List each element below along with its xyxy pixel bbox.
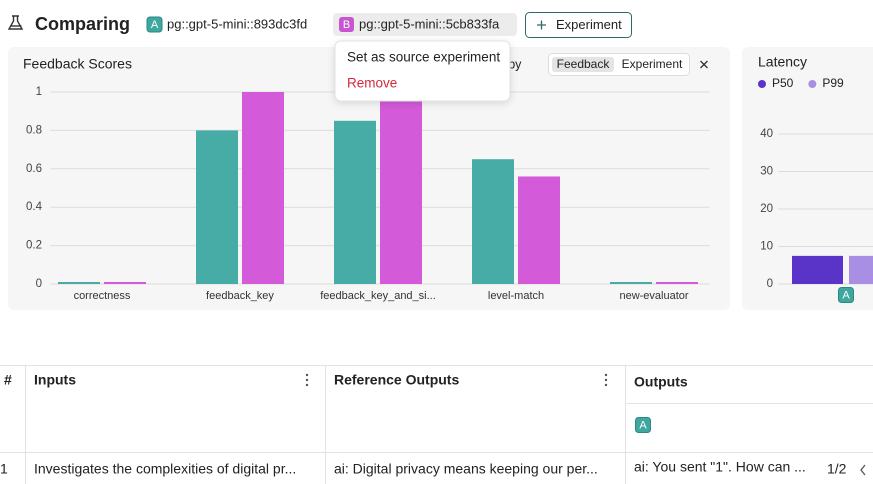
- y-tick-label: 0: [36, 278, 42, 290]
- bar: [334, 120, 376, 284]
- plus-icon: [537, 20, 546, 30]
- badge-label: A: [639, 419, 647, 431]
- y-tick-label: 0: [767, 278, 773, 290]
- toggle-option[interactable]: Feedback: [557, 57, 611, 71]
- y-tick-label: 0.8: [26, 124, 42, 136]
- y-tick-label: 10: [760, 241, 773, 253]
- add-experiment-button[interactable]: [525, 12, 632, 38]
- toggle-selected: [552, 57, 614, 72]
- kebab-icon[interactable]: [604, 373, 608, 387]
- y-tick-label: 20: [760, 203, 773, 215]
- x-tick-label: feedback_key_and_si...: [320, 290, 436, 302]
- cell[interactable]: ai: Digital privacy means keeping our pe…: [334, 461, 598, 477]
- y-tick-label: 0.2: [26, 240, 42, 252]
- close-icon[interactable]: [700, 60, 708, 69]
- x-tick-label: level-match: [488, 290, 544, 302]
- x-tick-label: new-evaluator: [619, 290, 688, 302]
- legend-label: P50: [772, 76, 794, 90]
- page-title: Comparing: [35, 14, 130, 34]
- y-tick-label: 0.4: [26, 201, 43, 213]
- toggle-option[interactable]: Experiment: [622, 57, 683, 71]
- bar: [242, 92, 284, 284]
- prev-icon[interactable]: [860, 464, 866, 476]
- button-label: Experiment: [556, 17, 622, 32]
- bar: [656, 282, 698, 284]
- legend-swatch: [758, 80, 766, 88]
- table-grid: [0, 365, 873, 484]
- bar: [472, 159, 514, 284]
- experiment-name[interactable]: pg::gpt-5-mini::893dc3fd: [167, 16, 307, 31]
- context-menu: [334, 40, 511, 102]
- pagination: 1/2: [827, 461, 847, 477]
- badge: [838, 287, 854, 303]
- chart-panel: [742, 47, 873, 310]
- y-tick-label: 1: [36, 86, 42, 98]
- badge: [146, 16, 163, 33]
- bar: [104, 282, 146, 284]
- bar: [610, 282, 652, 284]
- column-header: #: [4, 372, 12, 388]
- experiment-name[interactable]: pg::gpt-5-mini::5cb833fa: [359, 16, 500, 31]
- cell[interactable]: Investigates the complexities of digital…: [34, 461, 296, 477]
- badge: [635, 417, 651, 433]
- menu-item[interactable]: Set as source experiment: [347, 50, 500, 65]
- badge-label: B: [343, 19, 350, 31]
- bar: [792, 255, 843, 284]
- column-header: Inputs: [34, 372, 76, 388]
- legend-label: P99: [822, 76, 844, 90]
- x-tick-label: feedback_key: [206, 290, 274, 302]
- y-tick-label: 0.6: [26, 163, 42, 175]
- kebab-icon[interactable]: [305, 373, 309, 387]
- row-number: 1: [0, 461, 8, 477]
- pager-bg: [815, 457, 873, 481]
- experiment-chip[interactable]: [333, 13, 517, 36]
- badge: [339, 17, 354, 32]
- x-tick-label: A: [842, 289, 850, 301]
- column-header: Reference Outputs: [334, 372, 459, 388]
- menu-item[interactable]: Remove: [347, 76, 397, 91]
- bar: [849, 255, 873, 284]
- cell[interactable]: ai: You sent "1". How can ...: [634, 459, 806, 475]
- y-tick-label: 30: [760, 166, 773, 178]
- column-header: Outputs: [634, 374, 688, 390]
- chart-title: Feedback Scores: [23, 56, 132, 72]
- legend-swatch: [808, 80, 817, 88]
- bar: [58, 282, 100, 284]
- bar: [196, 130, 238, 284]
- flask-icon: [7, 15, 24, 30]
- charts: 0 0.2 0.4 0.6 0.8 1 correctness feedback_key fee…: [26, 76, 873, 303]
- bar: [518, 176, 560, 284]
- badge-label: A: [151, 19, 159, 31]
- chart-title: Latency: [758, 54, 807, 70]
- x-tick-label: correctness: [74, 290, 131, 302]
- bar: [380, 92, 422, 284]
- y-tick-label: 40: [760, 128, 773, 140]
